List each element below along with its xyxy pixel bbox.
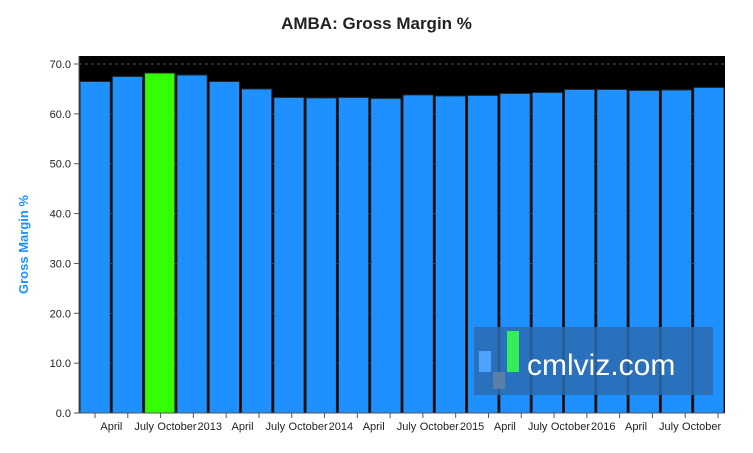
x-tick-label: April bbox=[494, 421, 516, 433]
x-tick-label: October bbox=[420, 421, 459, 433]
bar bbox=[370, 97, 402, 414]
x-tick-label: 2015 bbox=[460, 421, 484, 433]
x-tick-label: July bbox=[528, 421, 548, 433]
bar bbox=[111, 75, 144, 414]
bar bbox=[402, 94, 434, 414]
x-tick-label: July bbox=[134, 421, 154, 433]
x-tick-label: July bbox=[659, 421, 679, 433]
chart-title: AMBA: Gross Margin % bbox=[281, 14, 472, 33]
x-axis: April July October 2013 April July October 2014… bbox=[79, 412, 725, 433]
bar bbox=[305, 97, 337, 414]
watermark-bar-green bbox=[507, 331, 519, 372]
y-axis-label: Gross Margin % bbox=[16, 195, 31, 294]
y-tick-label: 0.0 bbox=[56, 408, 71, 420]
x-tick-label: 2014 bbox=[329, 421, 353, 433]
y-tick-label: 60.0 bbox=[50, 109, 71, 121]
x-tick-label: July bbox=[266, 421, 286, 433]
x-tick-label: 2013 bbox=[198, 421, 222, 433]
x-tick-label: April bbox=[232, 421, 254, 433]
y-tick-label: 50.0 bbox=[50, 159, 71, 171]
x-tick-label: October bbox=[289, 421, 328, 433]
bar bbox=[208, 80, 240, 414]
bar bbox=[337, 96, 370, 414]
y-tick-label: 70.0 bbox=[50, 59, 71, 71]
x-tick-label: April bbox=[625, 421, 647, 433]
x-tick-label: 2016 bbox=[591, 421, 615, 433]
y-axis: 0.0 10.0 20.0 30.0 40.0 50.0 60.0 70.0 bbox=[50, 56, 80, 420]
watermark-text: cmlviz.com bbox=[527, 349, 675, 382]
bar bbox=[144, 72, 176, 414]
x-tick-label: October bbox=[682, 421, 721, 433]
bar bbox=[241, 88, 273, 414]
watermark-bar-blue bbox=[479, 351, 491, 372]
x-tick-label: July bbox=[397, 421, 417, 433]
x-tick-label: October bbox=[551, 421, 590, 433]
watermark-bar-gray bbox=[493, 372, 505, 389]
bar bbox=[79, 80, 111, 414]
y-tick-label: 40.0 bbox=[50, 209, 71, 221]
y-tick-label: 30.0 bbox=[50, 258, 71, 270]
x-tick-label: October bbox=[157, 421, 196, 433]
bar bbox=[434, 95, 467, 414]
bar bbox=[176, 74, 208, 414]
y-tick-label: 20.0 bbox=[50, 308, 71, 320]
watermark-logo: cmlviz.com bbox=[474, 327, 713, 395]
x-tick-label: April bbox=[363, 421, 385, 433]
x-tick-label: April bbox=[100, 421, 122, 433]
bar bbox=[273, 96, 305, 414]
y-tick-label: 10.0 bbox=[50, 358, 71, 370]
